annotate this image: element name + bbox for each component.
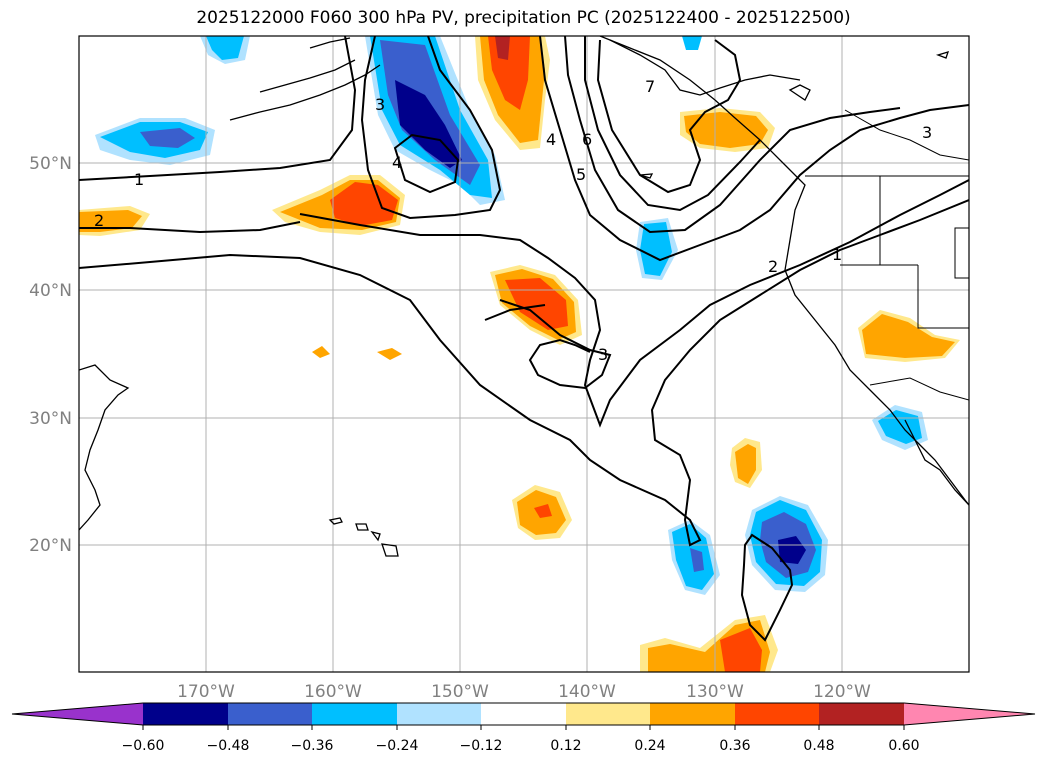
pv-contour-3b [299,179,969,428]
pv-contours [79,36,969,642]
contour-label: 2 [94,211,104,230]
colorbar-seg [481,703,566,725]
colorbar-seg [12,703,143,725]
contour-label: 3 [922,123,932,142]
colorbar-tick-label: 0.36 [719,738,750,754]
coastlines [79,36,969,557]
contour-label: 2 [768,257,778,276]
lat-label: 50°N [29,154,72,174]
lon-label: 150°W [431,682,489,702]
pv-contour-3c [499,299,612,390]
colorbar-seg [735,703,819,725]
colorbar: −0.60 −0.48 −0.36 −0.24 −0.12 0.12 0.24 … [11,702,1036,754]
pv-contour-5 [564,36,901,234]
lat-label: 40°N [29,281,72,301]
colorbar-seg [397,703,481,725]
contour-label: 3 [598,345,608,364]
pv-contour-1 [79,36,357,181]
map-frame [78,35,970,673]
contour-label: 6 [582,130,592,149]
lat-label: 30°N [29,409,72,429]
pv-contour-2b [79,199,969,547]
country-borders [805,109,969,401]
pv-contour-6 [584,36,761,212]
colorbar-tick-label: −0.48 [207,738,250,754]
pv-contour-4b [539,36,969,262]
contour-label: 1 [832,245,842,264]
contour-label: 7 [645,77,655,96]
contour-label: 4 [392,153,402,172]
lat-axis-labels: 50°N 40°N 30°N 20°N [29,154,72,556]
colorbar-seg [904,703,1035,725]
contour-label: 5 [576,165,586,184]
contour-label: 4 [546,130,556,149]
colorbar-seg [143,703,228,725]
contour-label: 3 [375,95,385,114]
colorbar-seg [566,703,650,725]
lon-label: 170°W [177,682,235,702]
gridlines [79,36,969,672]
contour-labels: 1 1 2 2 3 3 3 4 4 5 6 7 [94,77,932,364]
colorbar-tick-label: 0.48 [803,738,834,754]
colorbar-seg [650,703,735,725]
colorbar-seg [312,703,397,725]
lon-axis-labels: 170°W 160°W 150°W 140°W 130°W 120°W [177,682,871,702]
lon-label: 120°W [813,682,871,702]
lon-label: 160°W [304,682,362,702]
lat-label: 20°N [29,536,72,556]
lon-label: 130°W [686,682,744,702]
colorbar-tick-label: −0.60 [122,738,165,754]
colorbar-tick-label: −0.24 [376,738,419,754]
colorbar-tick-label: −0.12 [460,738,503,754]
colorbar-tick-label: 0.12 [550,738,581,754]
colorbar-seg [819,703,904,725]
pv-contour-3 [360,36,502,220]
colorbar-tick-label: −0.36 [291,738,334,754]
map-title: 2025122000 F060 300 hPa PV, precipitatio… [196,8,851,28]
pv-contour-2 [79,221,301,234]
pv-contour-4 [393,133,460,194]
contour-label: 1 [134,170,144,189]
colorbar-tick-label: 0.24 [634,738,665,754]
colorbar-tick-label: 0.60 [888,738,919,754]
colorbar-seg [228,703,312,725]
pv-contour-7 [596,39,742,194]
lon-label: 140°W [558,682,616,702]
